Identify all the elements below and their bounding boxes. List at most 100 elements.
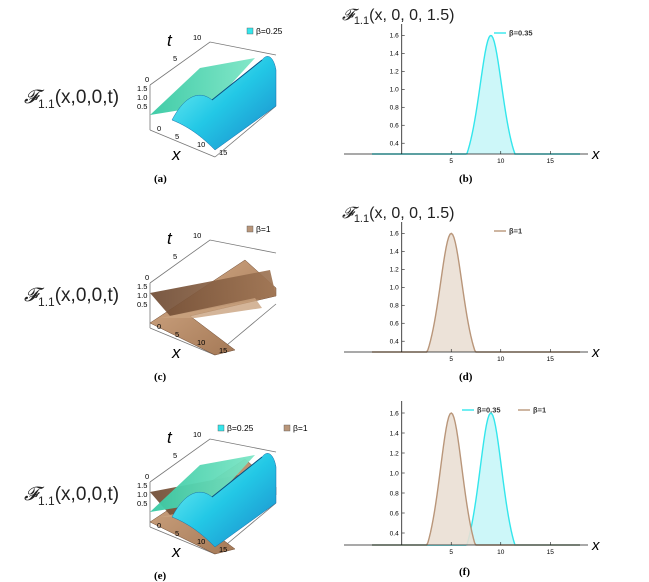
surface-cyan-wave xyxy=(171,453,277,548)
surface-cyan-wave xyxy=(171,56,277,151)
y-tick-label: 0.8 xyxy=(390,105,399,112)
x-tick-label: 10 xyxy=(197,338,205,347)
legend-label: β=1 xyxy=(293,423,308,433)
x-tick-label: 0 xyxy=(157,124,161,133)
legend-label: β=0.25 xyxy=(227,423,254,433)
surface-green-plane xyxy=(150,455,255,512)
legend-label: β=0.25 xyxy=(256,26,283,36)
y-tick-label: 1.0 xyxy=(390,87,399,94)
x-tick-label: 5 xyxy=(175,132,179,141)
t-axis-label: t xyxy=(167,229,173,248)
series-area-1 xyxy=(372,413,580,545)
x-axis-label: x xyxy=(171,145,181,164)
panel-caption: (d) xyxy=(459,371,473,383)
y-tick-label: 0.4 xyxy=(390,530,399,537)
surface-cyan-crest xyxy=(211,456,263,498)
x-axis-label: x xyxy=(171,343,181,362)
box-back-edge xyxy=(149,239,277,284)
x-tick-label: 5 xyxy=(449,356,453,363)
box-bottom-edge xyxy=(149,526,216,555)
surface xyxy=(150,56,277,151)
z-tick-label: 1.5 xyxy=(137,481,147,490)
chart-title: 𝓕1.1(x, 0, 0, 1.5) xyxy=(342,5,454,27)
legend-label: β=1 xyxy=(533,406,546,415)
t-tick-label: 0 xyxy=(145,472,149,481)
y-tick-label: 1.4 xyxy=(390,249,399,256)
x-axis-label: x xyxy=(171,542,181,561)
chart-2: 𝓕1.1(x, 0, 0, 1.5) 5 10 15 0.4 0.6 0.8 1.0 1.2 1.… xyxy=(342,203,600,383)
panel-caption: (f) xyxy=(459,566,470,578)
surface-tan-ridge xyxy=(150,270,276,316)
t-axis-label: t xyxy=(167,428,173,447)
y-tick-label: 1.4 xyxy=(390,430,399,437)
legend-label: β=0.35 xyxy=(509,29,533,38)
t-tick-label: 10 xyxy=(193,430,201,439)
panel-caption: (b) xyxy=(459,173,473,185)
surface-cyan-crest xyxy=(211,59,263,101)
y-tick-label: 0.4 xyxy=(390,339,399,346)
t-tick-label: 10 xyxy=(193,33,201,42)
box-back-edge xyxy=(149,41,277,86)
x-tick-label: 15 xyxy=(547,549,555,556)
surface xyxy=(149,259,277,356)
z-tick-label: 1.0 xyxy=(137,490,147,499)
x-axis-label: x xyxy=(591,146,600,163)
t-axis-label: t xyxy=(167,31,173,50)
series-area-1 xyxy=(372,35,580,154)
t-tick-label: 5 xyxy=(173,252,177,261)
legend-label: β=1 xyxy=(509,227,522,236)
x-tick-label: 15 xyxy=(219,346,227,355)
panel-caption: (e) xyxy=(154,570,167,582)
legend-swatch xyxy=(246,27,254,35)
y-tick-label: 1.2 xyxy=(390,450,399,457)
legend-swatch xyxy=(246,225,254,233)
surface-green-plane xyxy=(150,58,255,115)
z-tick-label: 1.0 xyxy=(137,93,147,102)
panel-3d-1: 𝓕1.1(x,0,0,t)t 10501.51.00.5x051015β=0.25… xyxy=(24,26,283,185)
z-axis-label: 𝓕1.1(x,0,0,t) xyxy=(24,86,119,111)
x-tick-label: 5 xyxy=(449,158,453,165)
y-tick-label: 1.6 xyxy=(390,410,399,417)
y-tick-label: 0.6 xyxy=(390,321,399,328)
y-tick-label: 1.6 xyxy=(390,33,399,40)
surface-tan-front xyxy=(160,298,262,318)
x-tick-label: 10 xyxy=(497,158,505,165)
z-axis-label: 𝓕1.1(x,0,0,t) xyxy=(24,284,119,309)
box-bottom-right-edge xyxy=(214,105,277,158)
y-tick-label: 1.4 xyxy=(390,51,399,58)
x-tick-label: 15 xyxy=(219,545,227,554)
box-bottom-edge xyxy=(149,327,216,356)
panel-3d-3: 𝓕1.1(x,0,0,t)t 10501.51.00.5x051015β=0.25… xyxy=(24,423,308,582)
y-tick-label: 0.8 xyxy=(390,303,399,310)
legend-label: β=0.35 xyxy=(477,406,501,415)
z-tick-label: 1.5 xyxy=(137,282,147,291)
t-tick-label: 5 xyxy=(173,54,177,63)
y-tick-label: 1.6 xyxy=(390,231,399,238)
t-tick-label: 0 xyxy=(145,75,149,84)
legend-swatch xyxy=(283,424,291,432)
x-tick-label: 5 xyxy=(175,330,179,339)
legend-label: β=1 xyxy=(256,224,271,234)
x-axis-label: x xyxy=(591,344,600,361)
x-tick-label: 15 xyxy=(219,148,227,157)
chart-1: 𝓕1.1(x, 0, 0, 1.5) 5 10 15 0.4 0.6 0.8 1.0 1.2 1.… xyxy=(342,5,600,185)
y-tick-label: 1.2 xyxy=(390,69,399,76)
z-axis-label: 𝓕1.1(x,0,0,t) xyxy=(24,483,119,508)
box-bottom-edge xyxy=(149,129,216,158)
y-tick-label: 0.6 xyxy=(390,510,399,517)
x-axis-label: x xyxy=(591,537,600,554)
y-tick-label: 1.2 xyxy=(390,267,399,274)
panel-caption: (c) xyxy=(154,371,167,383)
x-tick-label: 5 xyxy=(449,549,453,556)
chart-title: 𝓕1.1(x, 0, 0, 1.5) xyxy=(342,203,454,225)
x-tick-label: 10 xyxy=(197,537,205,546)
z-tick-label: 0.5 xyxy=(137,300,147,309)
z-tick-label: 1.5 xyxy=(137,84,147,93)
legend-swatch xyxy=(217,424,225,432)
x-tick-label: 10 xyxy=(197,140,205,149)
chart-3: 5 10 15 0.4 0.6 0.8 1.0 1.2 1.4 1.6 x β=0.35 β=1 (f) xyxy=(344,401,600,578)
y-tick-label: 1.0 xyxy=(390,470,399,477)
x-tick-label: 0 xyxy=(157,521,161,530)
